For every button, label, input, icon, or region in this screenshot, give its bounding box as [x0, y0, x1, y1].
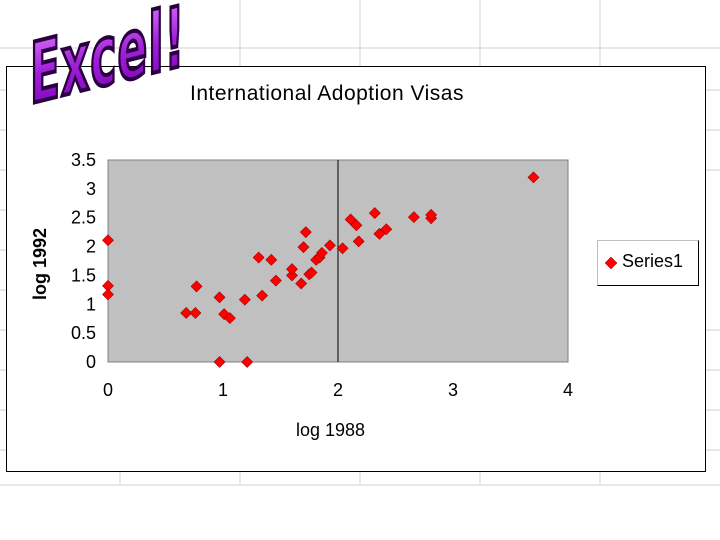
data-point[interactable]: [286, 263, 298, 276]
data-point[interactable]: [336, 242, 349, 255]
y-tick-label: 2: [86, 237, 96, 257]
data-point[interactable]: [380, 223, 393, 236]
data-point[interactable]: [295, 277, 308, 290]
x-tick-label: 3: [448, 380, 458, 400]
y-tick-label: 2.5: [71, 208, 96, 228]
y-tick-label: 1.5: [71, 265, 96, 285]
data-point[interactable]: [324, 239, 336, 252]
data-point[interactable]: [269, 274, 282, 287]
y-tick-label: 1: [86, 294, 96, 314]
x-tick-label: 1: [218, 380, 228, 400]
data-point[interactable]: [102, 288, 114, 301]
data-point[interactable]: [213, 356, 226, 368]
legend[interactable]: Series1: [597, 240, 699, 286]
y-tick-label: 0: [86, 352, 96, 372]
data-point[interactable]: [344, 213, 357, 226]
data-point[interactable]: [238, 293, 251, 306]
legend-label: Series1: [622, 251, 684, 271]
excel-logo: Excel!: [24, 0, 194, 125]
data-point[interactable]: [102, 234, 114, 247]
x-axis-label: log 1988: [296, 420, 366, 440]
data-point[interactable]: [299, 226, 312, 239]
data-point[interactable]: [368, 207, 381, 220]
y-tick-label: 3.5: [71, 150, 96, 170]
x-tick-label: 0: [103, 380, 113, 400]
data-point[interactable]: [180, 307, 193, 319]
data-point[interactable]: [189, 307, 202, 319]
data-point[interactable]: [223, 312, 236, 325]
data-point[interactable]: [315, 246, 328, 259]
data-point[interactable]: [241, 356, 254, 368]
data-point[interactable]: [190, 280, 203, 293]
data-point[interactable]: [425, 208, 438, 221]
data-point[interactable]: [252, 251, 265, 264]
data-point[interactable]: [297, 241, 310, 254]
y-axis-label: log 1992: [30, 227, 50, 300]
x-tick-label: 2: [333, 380, 343, 400]
data-point[interactable]: [350, 219, 363, 232]
y-tick-label: 3: [86, 179, 96, 199]
x-tick-label: 4: [563, 380, 573, 400]
data-point[interactable]: [527, 171, 540, 184]
data-point[interactable]: [256, 289, 269, 302]
y-tick-label: 0.5: [71, 323, 96, 343]
data-point[interactable]: [265, 253, 278, 266]
legend-marker: [604, 256, 618, 270]
data-point[interactable]: [407, 211, 420, 224]
data-point[interactable]: [286, 269, 298, 282]
data-point[interactable]: [305, 266, 318, 279]
chart-title: International Adoption Visas: [190, 82, 464, 105]
data-point[interactable]: [373, 227, 386, 240]
data-point[interactable]: [213, 291, 226, 304]
data-point[interactable]: [352, 235, 365, 248]
